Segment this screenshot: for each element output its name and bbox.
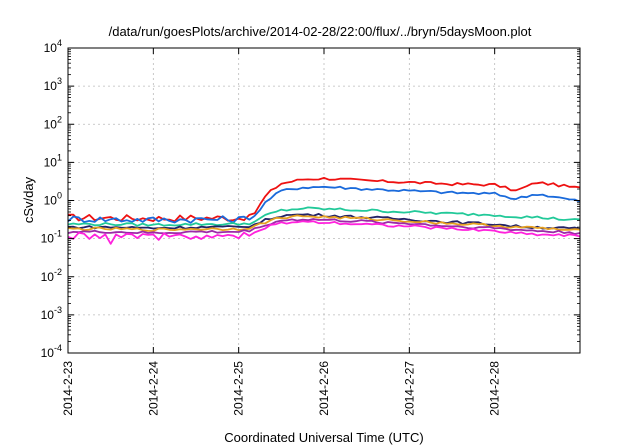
x-tick-label: 2014-2-24 [146,361,160,416]
y-tick-label: 100 [44,191,62,208]
y-tick-label: 10-3 [41,305,62,322]
y-axis-label: cSv/day [21,176,36,223]
x-tick-label: 2014-2-26 [317,361,331,416]
axis-ticks: 10-4 10-3 10-2 10-1 100 101 102 103 104 2014-2-23… [41,38,580,416]
y-tick-label: 101 [44,152,62,169]
chart-title: /data/run/goesPlots/archive/2014-02-28/2… [109,24,532,39]
x-tick-label: 2014-2-27 [402,361,416,416]
y-tick-label: 10-1 [41,229,62,246]
y-tick-label: 103 [44,76,62,93]
x-tick-label: 2014-2-28 [488,361,502,416]
series-line [67,185,581,224]
x-axis-label: Coordinated Universal Time (UTC) [224,430,423,445]
grid [68,48,580,353]
x-tick-label: 2014-2-25 [232,361,246,416]
series-line [67,218,581,235]
series-lines [67,177,581,245]
x-tick-label: 2014-2-23 [61,361,75,416]
series-line [67,214,581,232]
y-tick-label: 104 [44,38,62,55]
y-tick-label: 102 [44,114,62,131]
series-line [67,220,581,245]
series-line [67,206,581,227]
y-tick-label: 10-2 [41,267,62,284]
y-tick-label: 10-4 [41,343,62,360]
series-line [67,177,581,223]
